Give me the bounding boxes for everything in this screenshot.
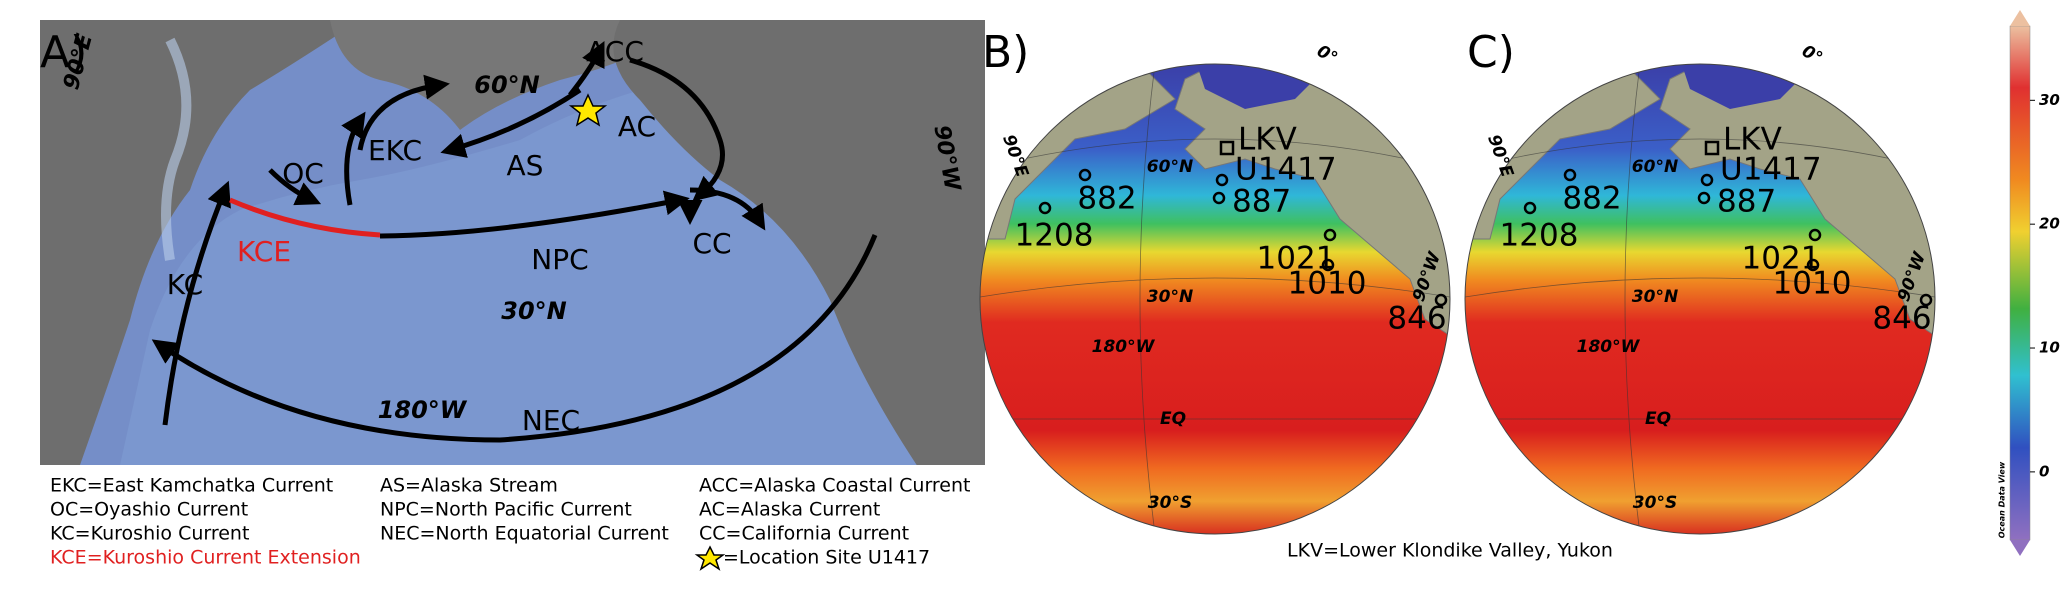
site-label: 887 [1232, 184, 1291, 220]
grid-label: 90°E [998, 132, 1032, 180]
site-marker [1434, 293, 1448, 307]
map-label: OC [282, 157, 324, 190]
map-label: NEC [522, 404, 580, 437]
site-marker [1078, 168, 1092, 182]
map-label: AS [507, 149, 544, 182]
site-marker [1808, 228, 1822, 242]
colorbar-title: Ocean Data View [1998, 461, 2007, 538]
map-label: AC [618, 110, 656, 143]
site-label: 887 [1717, 184, 1776, 220]
site-marker [1215, 173, 1229, 187]
site-marker [1700, 173, 1714, 187]
globe-body [1465, 64, 1935, 534]
tick-label: 10 [2039, 339, 2060, 357]
site-label: 1010 [1773, 266, 1852, 302]
site-label: 1021 [1257, 241, 1336, 277]
globe-outline [979, 63, 1451, 535]
site-label: 1208 [1015, 218, 1094, 254]
panel-label: B) [982, 27, 1029, 78]
grid-label: EQ [1160, 409, 1186, 429]
site-label: 882 [1562, 181, 1621, 217]
colorbar [2009, 10, 2031, 556]
tick-label: 20 [2039, 215, 2060, 233]
site-marker [1523, 201, 1537, 215]
map-label: ACC [586, 35, 644, 68]
grid-label: 60°N [1632, 157, 1678, 177]
map-label: NPC [531, 243, 588, 276]
grid-label: 0° [1798, 41, 1826, 68]
map-label: 30°N [501, 297, 566, 325]
site-label: 1010 [1288, 266, 1367, 302]
site-marker [1919, 293, 1933, 307]
legend-entry: OC=Oyashio Current [50, 499, 248, 521]
map-a [40, 20, 985, 465]
globe-outline [1464, 63, 1936, 535]
grid-label: 30°N [1147, 287, 1193, 307]
legend-entry: KCE=Kuroshio Current Extension [50, 547, 361, 569]
site-label: 1208 [1500, 218, 1579, 254]
site-label: U1417 [1235, 152, 1337, 188]
grid-label: 0° [1313, 41, 1341, 68]
site-label: U1417 [1720, 152, 1822, 188]
site-marker [1321, 258, 1335, 272]
site-square [1219, 140, 1235, 156]
arctic [1195, 64, 1325, 109]
site-marker [1806, 258, 1820, 272]
site-square [1704, 140, 1720, 156]
grid-label: EQ [1645, 409, 1671, 429]
grid-label: 30°S [1148, 493, 1192, 513]
panel-label: C) [1467, 27, 1515, 78]
site-marker [1038, 201, 1052, 215]
site-label: 846 [1387, 301, 1446, 337]
tick-label: 30 [2039, 91, 2060, 109]
graticule [980, 64, 1450, 534]
panel-label: A) [40, 27, 87, 78]
map-label: CC [692, 227, 731, 260]
grid-label: 30°N [1632, 287, 1678, 307]
grid-label: 60°N [1147, 157, 1193, 177]
grid-label: 180°W [1092, 337, 1156, 357]
site-marker [1212, 191, 1226, 205]
legend-entry: NPC=North Pacific Current [380, 499, 632, 521]
site-star [568, 93, 608, 127]
site-label: LKV [1238, 122, 1297, 158]
site-marker [1697, 191, 1711, 205]
map-label: 180°W [378, 396, 468, 424]
grid-label: 30°S [1633, 493, 1677, 513]
legend-entry: NEC=North Equatorial Current [380, 523, 669, 545]
site-label: 882 [1077, 181, 1136, 217]
globe-body [980, 64, 1450, 534]
legend-entry: CC=California Current [699, 523, 909, 545]
legend-entry: =Location Site U1417 [723, 547, 930, 569]
legend-star [694, 545, 726, 571]
site-marker [1323, 228, 1337, 242]
globe-c [1464, 63, 1936, 535]
map-label: 60°N [474, 71, 539, 99]
legend-entry: AC=Alaska Current [699, 499, 880, 521]
site-marker [1563, 168, 1577, 182]
map-label: EKC [368, 134, 422, 167]
grid-label: 90°E [1483, 132, 1517, 180]
globe-b [979, 63, 1451, 535]
grid-label: 180°W [1577, 337, 1641, 357]
legend-entry: KC=Kuroshio Current [50, 523, 249, 545]
site-label: 846 [1872, 301, 1931, 337]
site-label: LKV [1723, 122, 1782, 158]
site-label: 1021 [1742, 241, 1821, 277]
kce-line [229, 197, 381, 238]
legend-entry: ACC=Alaska Coastal Current [699, 475, 971, 497]
map-label: KC [167, 268, 203, 301]
tick-label: 0 [2039, 462, 2049, 480]
arctic [1680, 64, 1810, 109]
current-arrows [151, 41, 878, 443]
graticule [1465, 64, 1935, 534]
legend-entry: AS=Alaska Stream [380, 475, 558, 497]
legend-entry: EKC=East Kamchatka Current [50, 475, 333, 497]
footnote: LKV=Lower Klondike Valley, Yukon [1287, 540, 1613, 562]
map-label: KCE [237, 235, 291, 268]
